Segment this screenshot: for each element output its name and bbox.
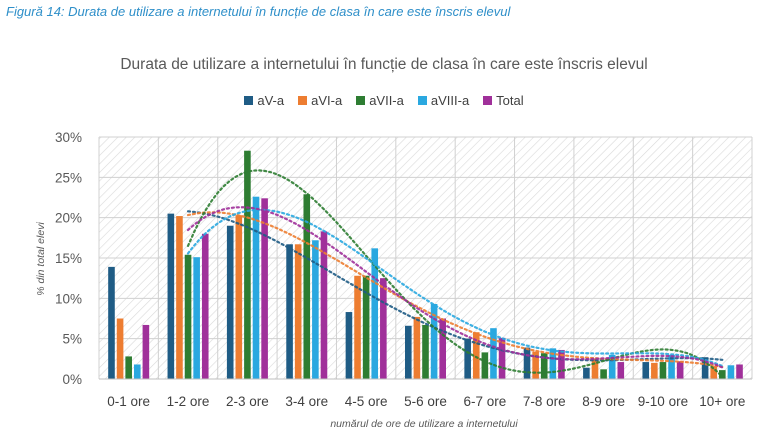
bar-2-7 — [540, 353, 548, 379]
bar-1-5 — [413, 316, 421, 379]
bar-2-6 — [481, 352, 489, 379]
bar-4-10 — [736, 364, 743, 379]
bar-2-4 — [362, 275, 370, 379]
bar-0-0 — [108, 266, 115, 379]
bar-1-3 — [294, 244, 302, 379]
bar-3-6 — [490, 328, 497, 379]
x-tick-label: 3-4 ore — [285, 394, 328, 409]
bar-4-5 — [439, 318, 446, 379]
x-tick-label: 2-3 ore — [226, 394, 269, 409]
legend-label: aVIII-a — [430, 93, 470, 108]
x-tick-label: 7-8 ore — [523, 394, 566, 409]
legend-swatch — [356, 96, 366, 105]
legend-label: aVI-a — [311, 93, 343, 108]
chart-legend: aV-a aVI-a aVII-a aVIII-a Total — [0, 93, 768, 108]
bar-0-7 — [523, 347, 531, 379]
legend-swatch — [244, 96, 254, 105]
bar-3-4 — [371, 248, 379, 379]
legend-label: aV-a — [257, 93, 285, 108]
bar-4-8 — [617, 362, 625, 379]
bar-3-3 — [312, 240, 319, 379]
x-tick-label: 4-5 ore — [345, 394, 388, 409]
legend-item-3: aVIII-a — [417, 93, 470, 108]
bar-1-4 — [354, 275, 361, 379]
bar-4-6 — [498, 337, 506, 379]
bar-0-8 — [583, 367, 590, 379]
legend-label: Total — [496, 93, 524, 108]
x-axis-title: numărul de ore de utilizare a internetul… — [330, 418, 518, 430]
trendline-1 — [186, 211, 724, 369]
bar-3-5 — [430, 303, 438, 379]
bar-2-9 — [659, 362, 667, 379]
bar-1-6 — [472, 332, 480, 379]
bar-2-0 — [125, 356, 132, 379]
bar-1-2 — [235, 215, 243, 379]
bar-0-6 — [464, 338, 471, 379]
bar-4-9 — [676, 361, 684, 379]
trendline-4 — [186, 206, 724, 369]
x-tick-label: 0-1 ore — [107, 394, 150, 409]
bar-2-1 — [184, 254, 192, 379]
bar-1-1 — [176, 216, 183, 379]
bar-0-3 — [286, 244, 293, 379]
bar-0-1 — [167, 213, 175, 379]
bar-0-10 — [701, 357, 709, 379]
bar-3-0 — [133, 364, 141, 379]
legend-item-2: aVII-a — [356, 93, 404, 108]
y-tick-label: 30% — [55, 130, 82, 145]
bar-3-10 — [727, 365, 735, 379]
bar-3-9 — [668, 354, 675, 379]
bar-0-4 — [345, 312, 353, 379]
bar-3-1 — [193, 257, 200, 379]
bar-3-7 — [549, 348, 557, 379]
bar-0-9 — [642, 362, 650, 379]
y-tick-label: 25% — [55, 170, 82, 185]
y-axis-title: % din total elevi — [35, 222, 47, 296]
bar-1-10 — [710, 366, 718, 379]
y-tick-label: 20% — [55, 211, 82, 226]
bar-3-2 — [252, 196, 260, 379]
bar-2-8 — [600, 369, 607, 379]
x-tick-label: 6-7 ore — [463, 394, 506, 409]
bar-2-10 — [719, 370, 726, 379]
y-tick-label: 5% — [62, 332, 82, 347]
bar-2-3 — [303, 194, 311, 379]
bar-1-0 — [116, 318, 124, 379]
bar-0-2 — [226, 225, 234, 379]
bar-2-2 — [244, 150, 251, 379]
legend-label: aVII-a — [369, 93, 404, 108]
bar-4-2 — [261, 198, 268, 379]
bar-4-0 — [142, 324, 150, 379]
bar-3-8 — [608, 354, 616, 379]
x-tick-label: 10+ ore — [699, 394, 745, 409]
legend-swatch — [417, 96, 427, 105]
bar-1-9 — [651, 362, 658, 379]
bar-1-8 — [591, 358, 599, 379]
bar-2-5 — [422, 324, 429, 379]
chart-title: Durata de utilizare a internetului în fu… — [120, 56, 648, 73]
legend-swatch — [298, 96, 308, 105]
bar-4-7 — [558, 349, 565, 379]
bar-4-3 — [320, 231, 328, 379]
x-tick-label: 8-9 ore — [582, 394, 625, 409]
y-tick-label: 15% — [55, 251, 82, 266]
bar-0-5 — [405, 325, 412, 379]
x-tick-label: 5-6 ore — [404, 394, 447, 409]
y-tick-label: 0% — [62, 372, 82, 387]
bar-4-1 — [201, 233, 209, 379]
figure-caption: Figură 14: Durata de utilizare a interne… — [6, 4, 511, 19]
legend-item-0: aV-a — [244, 93, 284, 108]
legend-item-1: aVI-a — [298, 93, 342, 108]
bar-1-7 — [532, 351, 539, 379]
x-tick-label: 1-2 ore — [167, 394, 210, 409]
bar-4-4 — [380, 278, 387, 379]
trendline-3 — [186, 208, 724, 368]
legend-item-4: Total — [483, 93, 524, 108]
legend-swatch — [483, 96, 493, 105]
y-tick-label: 10% — [55, 291, 82, 306]
x-tick-label: 9-10 ore — [638, 394, 688, 409]
